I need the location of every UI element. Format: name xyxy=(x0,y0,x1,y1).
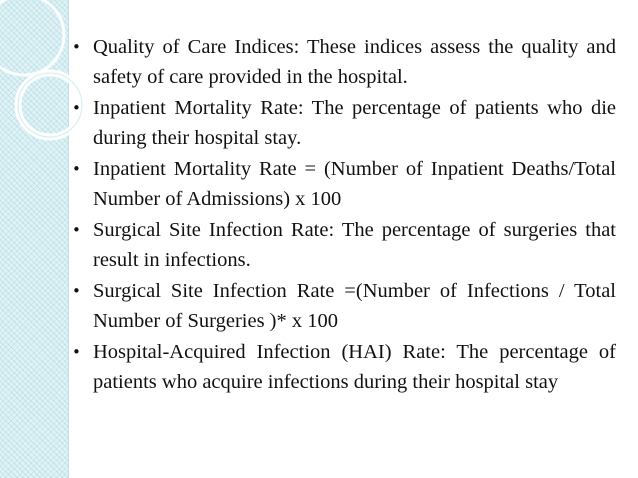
bullet-item-mortality-rate: • Inpatient Mortality Rate: The percenta… xyxy=(70,94,616,153)
bullet-icon: • xyxy=(72,343,81,361)
bullet-text: Inpatient Mortality Rate = (Number of In… xyxy=(93,158,616,210)
decorative-rings xyxy=(0,0,86,141)
bullet-text: Hospital-Acquired Infection (HAI) Rate: … xyxy=(93,341,616,393)
bullet-item-quality-of-care: • Quality of Care Indices: These indices… xyxy=(70,33,616,92)
bullet-text: Surgical Site Infection Rate: The percen… xyxy=(93,219,616,271)
bullet-text: Surgical Site Infection Rate =(Number of… xyxy=(93,280,616,332)
bullet-icon: • xyxy=(72,282,81,300)
bullet-list: • Quality of Care Indices: These indices… xyxy=(70,33,616,397)
bullet-icon: • xyxy=(72,99,81,117)
bullet-item-ssi-rate: • Surgical Site Infection Rate: The perc… xyxy=(70,216,616,275)
bullet-item-hai-rate: • Hospital-Acquired Infection (HAI) Rate… xyxy=(70,338,616,397)
bullet-text: Quality of Care Indices: These indices a… xyxy=(93,36,616,88)
bullet-icon: • xyxy=(72,38,81,56)
bullet-text: Inpatient Mortality Rate: The percentage… xyxy=(93,97,616,149)
bullet-item-ssi-formula: • Surgical Site Infection Rate =(Number … xyxy=(70,277,616,336)
bullet-icon: • xyxy=(72,221,81,239)
bullet-icon: • xyxy=(72,160,81,178)
bullet-item-mortality-formula: • Inpatient Mortality Rate = (Number of … xyxy=(70,155,616,214)
